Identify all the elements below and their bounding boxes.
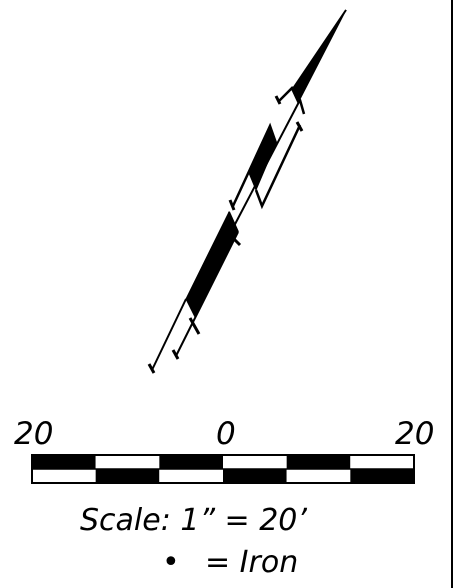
tick-top-left (274, 95, 282, 105)
scale-segment-4-top (286, 455, 351, 469)
scale-segment-3-top (223, 455, 287, 469)
long-line-b (151, 298, 187, 371)
tick-upper-right (295, 121, 304, 132)
tick-lower-right (188, 317, 201, 335)
long-line-a (232, 99, 301, 229)
scale-segment-0-top (32, 455, 96, 469)
scale-segment-5-bottom (350, 469, 414, 483)
scale-segment-3-bottom (223, 469, 287, 483)
tick-upper-left (228, 199, 236, 211)
graphic-scale: 20 0 20 (14, 416, 434, 484)
lower-sliver-fill (185, 210, 239, 319)
scale-segment-2-top (159, 455, 223, 469)
scale-segment-5-top (350, 455, 414, 469)
tick-bottom-right (171, 349, 180, 360)
scale-segment-1-top (95, 455, 160, 469)
upper-box-left (231, 122, 278, 207)
scale-right-label: 20 (395, 416, 434, 452)
scale-segment-1-bottom (95, 469, 160, 483)
upper-box-right (254, 124, 302, 210)
scale-segment-4-bottom (286, 469, 351, 483)
bracket-top (278, 86, 306, 115)
scale-statement: Scale: 1” = 20’ (80, 503, 307, 538)
parcel-linework (147, 9, 347, 374)
tick-mid (223, 228, 242, 247)
upper-sliver-fill (248, 124, 277, 192)
top-wedge-fill (291, 9, 347, 105)
scale-segment-0-bottom (32, 469, 96, 483)
iron-symbol: • (162, 545, 180, 580)
iron-legend-text: = Iron (205, 545, 298, 580)
tick-bottom-left (147, 363, 156, 374)
scale-bar (31, 454, 415, 484)
lower-sliver-top-edge (228, 211, 239, 233)
scale-segment-2-bottom (159, 469, 223, 483)
scale-left-label: 20 (14, 416, 53, 452)
wedge-edge-left (291, 9, 347, 91)
scale-center-label: 0 (216, 416, 236, 452)
long-line-c (175, 231, 239, 357)
